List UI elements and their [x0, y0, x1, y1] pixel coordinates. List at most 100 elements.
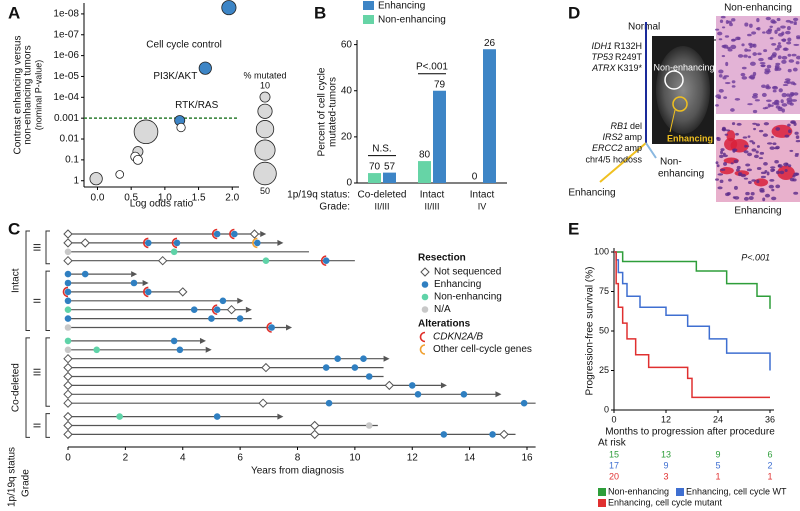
histology-cell	[722, 154, 728, 158]
size-legend-circle	[254, 139, 276, 161]
mri-brain	[656, 46, 710, 134]
event-marker	[489, 431, 496, 438]
timeline-arrow	[142, 280, 149, 286]
event-marker	[80, 238, 90, 248]
mri-pointer	[669, 109, 676, 133]
histology-cell	[772, 142, 777, 145]
histology-cell	[730, 162, 734, 165]
event-marker	[63, 353, 73, 364]
legend-title: Alterations	[418, 319, 471, 330]
event-marker	[63, 229, 73, 239]
event-marker	[190, 306, 198, 314]
bar-n-label: 80	[419, 150, 431, 161]
histology-cell	[774, 29, 778, 34]
histology-cell	[795, 61, 800, 65]
event-marker	[254, 239, 261, 247]
bubble	[132, 154, 143, 165]
x-axis-label: Log odds ratio	[130, 199, 194, 210]
bubble	[133, 119, 159, 145]
event-marker	[63, 255, 73, 266]
histology-cell	[715, 161, 719, 165]
histology-cell	[751, 179, 756, 182]
histology-cell	[752, 122, 757, 125]
alteration-ring	[143, 237, 149, 249]
histology-cell	[769, 146, 775, 150]
histology-cell	[770, 166, 776, 169]
y-tick-label: 0	[604, 404, 609, 414]
event-marker	[213, 413, 221, 420]
histology-cell	[771, 43, 777, 46]
histology-cell	[760, 175, 766, 179]
histology-cell	[719, 154, 724, 159]
x-tick-label: 1.0	[158, 193, 172, 204]
histology-cell	[749, 23, 753, 28]
histology-cell	[755, 27, 760, 30]
histology-cell	[756, 179, 760, 184]
legend-label: Non-enhancing	[378, 15, 446, 26]
histology-cell	[760, 64, 766, 68]
histology-cell	[789, 177, 795, 182]
event-marker	[157, 255, 168, 266]
status-label: Intact	[11, 268, 22, 293]
histology-cell	[782, 83, 789, 86]
histology-cell	[777, 164, 783, 168]
histology-cell	[774, 160, 779, 164]
event-marker	[64, 270, 72, 278]
histology-cell	[761, 84, 767, 89]
histology-cell	[777, 55, 782, 60]
histology-label: Non-enhancing	[724, 3, 792, 14]
histology-vessel	[753, 178, 769, 187]
histology-cell	[718, 74, 723, 78]
event-marker	[258, 398, 268, 408]
histology-cell	[748, 196, 754, 201]
event-marker	[268, 324, 275, 331]
alteration-ring	[229, 228, 235, 240]
histology-cell	[769, 25, 773, 29]
grade-bracket	[45, 230, 50, 265]
size-legend-title: % mutated	[243, 70, 286, 80]
histology-cell	[759, 187, 765, 192]
category-label: Co-deleted	[358, 190, 407, 201]
at-risk-title: At risk	[598, 438, 627, 449]
histology-cell	[766, 64, 772, 69]
histology-cell	[781, 55, 788, 60]
event-marker	[236, 315, 244, 322]
y-tick-label: 0.1	[65, 155, 79, 166]
histology-cell	[777, 32, 784, 37]
event-marker	[213, 230, 221, 238]
event-marker	[63, 420, 73, 431]
histology-cell	[781, 92, 787, 98]
legend-title: Resection	[418, 253, 466, 264]
histology-cell	[723, 75, 730, 78]
legend-swatch	[363, 15, 374, 24]
histology-cell	[745, 191, 750, 196]
at-risk-count: 20	[609, 471, 619, 481]
histology-cell	[762, 197, 766, 202]
at-risk-count: 2	[767, 460, 772, 470]
panel-letter: B	[314, 3, 326, 22]
histology-cell	[788, 164, 792, 168]
status-label: Co-deleted	[11, 363, 22, 412]
event-marker	[63, 389, 73, 400]
histology-cell	[736, 165, 741, 170]
at-risk-count: 5	[715, 460, 720, 470]
histology-cell	[720, 15, 726, 19]
histology-cell	[751, 31, 757, 35]
y-tick-label: 1e-05	[53, 71, 79, 82]
histology-cell	[770, 19, 776, 24]
x-axis-label: Years from diagnosis	[251, 466, 344, 477]
histology-cell	[727, 48, 733, 52]
leaf-label: enhancing	[658, 169, 704, 180]
bubble	[221, 0, 237, 16]
histology-cell	[747, 33, 752, 37]
timeline-arrow	[495, 391, 502, 398]
histology-cell	[762, 107, 767, 110]
category-label: Intact	[420, 190, 445, 201]
timeline-arrow	[131, 271, 138, 278]
event-marker	[262, 257, 270, 265]
event-marker	[384, 380, 395, 391]
y-axis-label: non-enhancing tumors	[23, 45, 34, 145]
histology-cell	[775, 105, 781, 109]
event-marker	[261, 362, 271, 373]
histology-cell	[720, 148, 725, 152]
